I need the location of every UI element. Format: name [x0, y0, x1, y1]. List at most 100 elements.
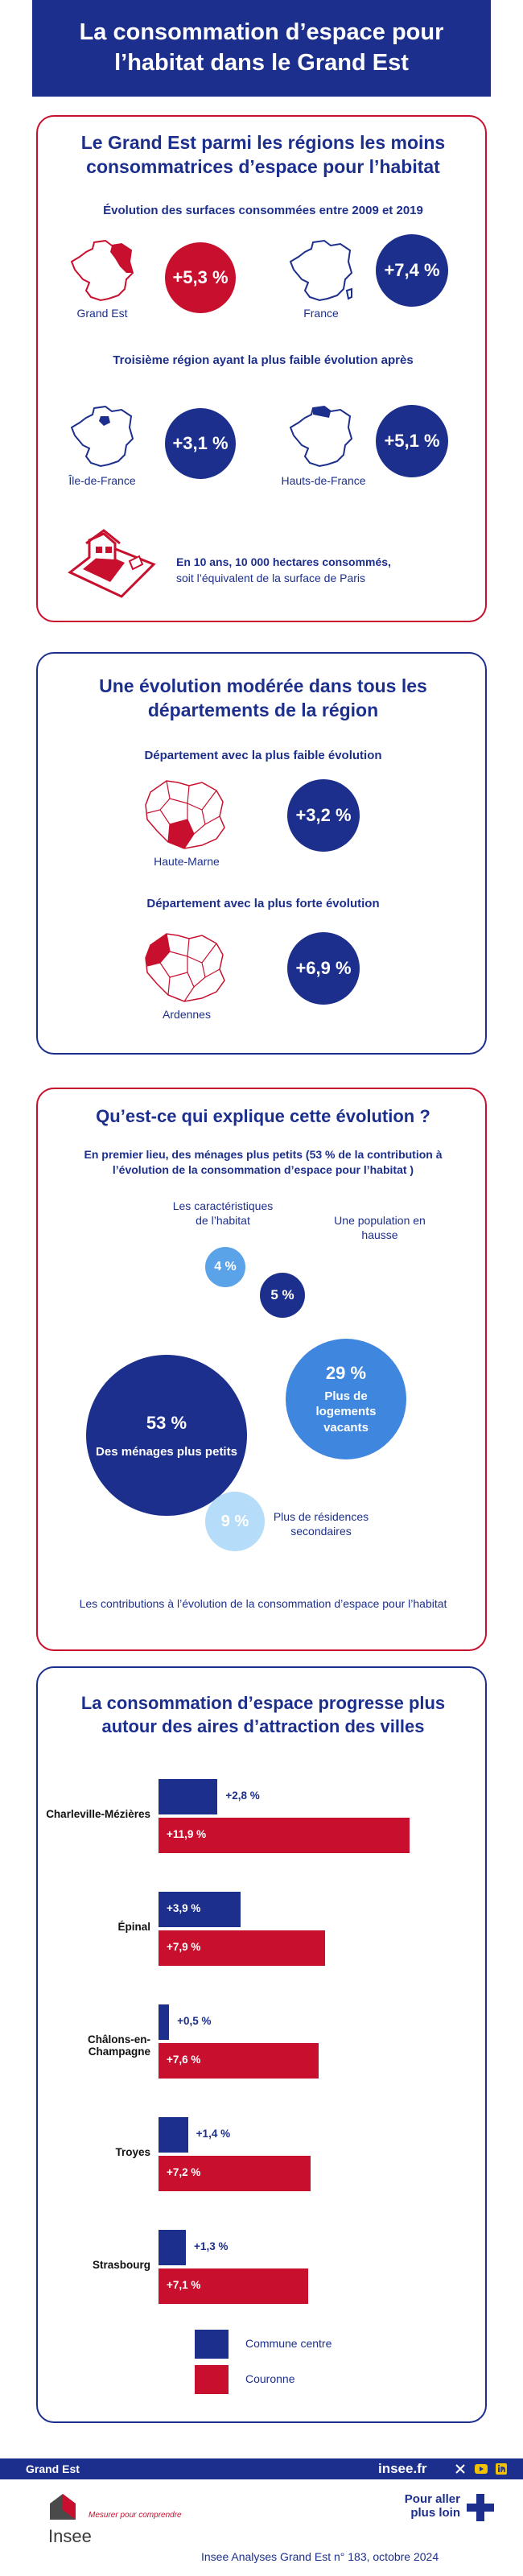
bubble-menages-label: Des ménages plus petits: [96, 1444, 237, 1459]
bar-couronne-value: +7,1 %: [167, 2279, 201, 2291]
header-band: La consommation d’espace pour l’habitat …: [32, 0, 491, 97]
footer-site-link[interactable]: insee.fr: [378, 2461, 427, 2476]
section-explication-intro: En premier lieu, des ménages plus petits…: [84, 1148, 443, 1176]
bubble-population: 5 %: [260, 1273, 305, 1318]
bar-couronne: [159, 2043, 319, 2079]
france-map-grand-est-icon: [70, 239, 134, 302]
ardennes-value-circle: +6,9 %: [287, 932, 360, 1005]
note-rest: soit l’équivalent de la surface de Paris: [176, 571, 366, 584]
more-info-line1: Pour aller: [404, 2492, 460, 2506]
bar-chart: Charleville-Mézières +2,8 % +11,9 % Épinal +…: [38, 1668, 488, 2425]
bubble-menages: 53 % Des ménages plus petits: [86, 1355, 247, 1516]
legend-swatch-couronne: [195, 2365, 229, 2394]
bar-commune-centre-value: +1,3 %: [194, 2240, 229, 2252]
bar-city-label: Troyes: [115, 2146, 150, 2158]
bar-commune-centre-value: +0,5 %: [177, 2015, 212, 2027]
bar-commune-centre: [159, 1779, 218, 1814]
bar-couronne: [159, 1930, 325, 1966]
hdf-value-circle: +5,1 %: [376, 405, 448, 477]
bar-city-label: Châlons-en-Champagne: [87, 2033, 150, 2058]
bubble-residences-label: Plus de résidences secondaires: [273, 1510, 369, 1538]
legend-label-couronne: Couronne: [245, 2372, 295, 2385]
bar-couronne: [159, 1818, 410, 1853]
bubble-population-label: Une population en hausse: [334, 1214, 426, 1242]
publication-reference: Insee Analyses Grand Est n° 183, octobre…: [201, 2550, 439, 2563]
haute-marne-label: Haute-Marne: [154, 855, 220, 868]
section-aires: La consommation d’espace progresse plus …: [36, 1666, 487, 2423]
bubble-habitat-label: Les caractéristiques de l’habitat: [172, 1199, 274, 1228]
france-value: +7,4 %: [384, 260, 440, 280]
bar-couronne-value: +7,2 %: [167, 2166, 201, 2178]
idf-value: +3,1 %: [172, 433, 229, 453]
idf-label: Île-de-France: [68, 474, 136, 487]
legend-label-centre: Commune centre: [245, 2337, 332, 2350]
legend-swatch-centre: [195, 2330, 229, 2359]
bar-couronne: [159, 2268, 309, 2304]
note-bold: En 10 ans, 10 000 hectares consommés,: [176, 555, 391, 568]
section-departements-title: Une évolution modérée dans tous les dépa…: [99, 675, 427, 720]
bar-couronne-value: +7,6 %: [167, 2054, 201, 2066]
more-info-line2: plus loin: [410, 2505, 460, 2520]
section-aires-title: La consommation d’espace progresse plus …: [80, 1693, 446, 1736]
youtube-icon[interactable]: [475, 2463, 488, 2475]
france-map-idf-icon: [70, 405, 134, 468]
hdf-value: +5,1 %: [384, 431, 440, 451]
bar-couronne: [159, 2156, 311, 2191]
house-plot-icon: [68, 529, 156, 598]
plus-icon[interactable]: [467, 2494, 494, 2521]
haute-marne-value: +3,2 %: [295, 805, 352, 825]
section-regions-subtitle: Évolution des surfaces consommées entre …: [103, 204, 423, 217]
insee-logo-icon: [50, 2494, 76, 2520]
grand-est-label: Grand Est: [76, 307, 128, 320]
haute-marne-value-circle: +3,2 %: [287, 779, 360, 852]
bar-commune-centre: [159, 2117, 188, 2153]
bar-commune-centre-value: +2,8 %: [225, 1790, 260, 1802]
x-icon[interactable]: [455, 2463, 466, 2475]
section-explication-title: Qu’est-ce qui explique cette évolution ?: [96, 1106, 430, 1126]
section-regions-title: Le Grand Est parmi les régions les moins…: [80, 132, 446, 177]
low-heading: Département avec la plus faible évolutio…: [144, 749, 382, 762]
insee-logo-text: Insee: [48, 2526, 92, 2546]
hdf-label: Hauts-de-France: [281, 474, 366, 487]
section-regions-note: En 10 ans, 10 000 hectares consommés, so…: [176, 555, 466, 586]
bubble-menages-value: 53 %: [146, 1412, 187, 1433]
bubble-residences-value: 9 %: [220, 1512, 249, 1530]
idf-value-circle: +3,1 %: [165, 408, 236, 479]
grand-est-value: +5,3 %: [172, 267, 229, 287]
bar-commune-centre: [159, 2004, 170, 2040]
bubble-habitat: 4 %: [205, 1247, 245, 1287]
bubble-vacants-value: 29 %: [325, 1362, 367, 1383]
bubble-population-value: 5 %: [270, 1287, 294, 1302]
bar-city-label: Charleville-Mézières: [46, 1808, 150, 1820]
france-map-hdf-icon: [289, 405, 353, 468]
bar-city-label: Strasbourg: [92, 2259, 150, 2271]
insee-tagline: Mesurer pour comprendre: [89, 2511, 182, 2520]
bubble-vacants-label: Plus de logements vacants: [315, 1389, 377, 1435]
section-explication: Qu’est-ce qui explique cette évolution ?…: [36, 1088, 487, 1651]
footer-region: Grand Est: [26, 2462, 80, 2475]
bar-city-label: Épinal: [117, 1921, 150, 1933]
bar-commune-centre-value: +1,4 %: [196, 2128, 231, 2140]
france-map-icon: [289, 239, 353, 302]
linkedin-icon[interactable]: [496, 2463, 507, 2475]
ardennes-label: Ardennes: [163, 1008, 211, 1021]
section-regions-subtitle2: Troisième région ayant la plus faible év…: [113, 353, 414, 367]
section-departements: Une évolution modérée dans tous les dépa…: [36, 652, 487, 1055]
bubble-residences: 9 %: [205, 1492, 265, 1551]
bubble-habitat-value: 4 %: [214, 1260, 237, 1274]
france-label: France: [303, 307, 339, 320]
bar-couronne-value: +11,9 %: [167, 1828, 207, 1840]
france-value-circle: +7,4 %: [376, 234, 448, 307]
ardennes-value: +6,9 %: [295, 958, 352, 978]
grand-est-map-haute-marne-icon: [145, 780, 225, 849]
bubble-vacants: 29 % Plus de logements vacants: [286, 1339, 406, 1459]
bubble-caption: Les contributions à l’évolution de la co…: [79, 1597, 447, 1610]
bar-couronne-value: +7,9 %: [167, 1941, 201, 1953]
high-heading: Département avec la plus forte évolution: [146, 897, 380, 910]
bar-commune-centre-value: +3,9 %: [167, 1902, 201, 1914]
bar-commune-centre: [159, 2230, 187, 2265]
more-info-link[interactable]: Pour aller plus loin: [380, 2492, 460, 2520]
bar-commune-centre: [159, 1892, 241, 1927]
section-regions: Le Grand Est parmi les régions les moins…: [36, 115, 487, 622]
